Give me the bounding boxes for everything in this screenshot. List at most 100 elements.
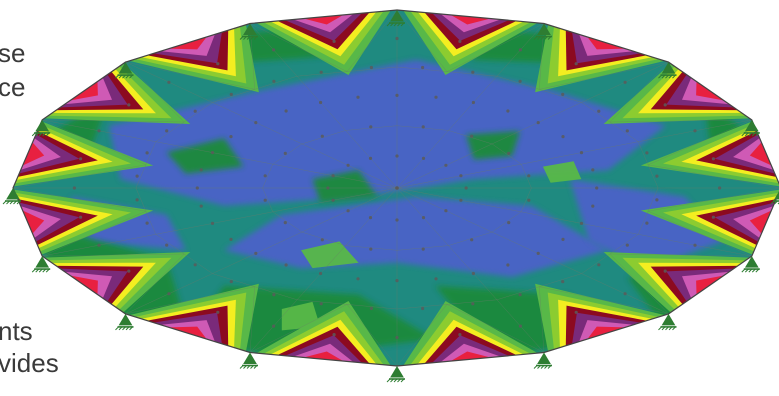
- mesh-line: [396, 304, 448, 366]
- contour-region-green: [166, 138, 244, 174]
- support-hatch: [770, 200, 775, 205]
- mesh-node: [625, 129, 629, 133]
- mesh-node: [254, 121, 258, 125]
- support-hatch: [400, 22, 405, 27]
- support-hatch: [533, 365, 538, 369]
- mesh-node: [319, 302, 323, 306]
- mesh-line: [396, 187, 669, 315]
- support-hatch: [658, 74, 662, 79]
- mesh-line: [346, 10, 398, 72]
- mesh-node: [459, 198, 463, 202]
- support-hatch: [744, 268, 749, 273]
- support-hatch: [741, 268, 746, 273]
- mesh-node: [421, 156, 426, 160]
- contour-region-light-green: [542, 161, 582, 183]
- support-icon: [115, 62, 134, 79]
- support-hatch: [253, 365, 258, 369]
- mesh-node: [434, 95, 438, 99]
- mesh-node: [693, 243, 697, 247]
- mesh-node: [165, 243, 169, 247]
- mesh-node: [319, 271, 323, 276]
- mesh-nodes: [72, 36, 722, 340]
- mesh-line: [125, 61, 255, 90]
- support-hatch: [239, 36, 244, 40]
- support-hatch: [38, 132, 43, 137]
- mesh-node: [167, 292, 171, 296]
- support-hatch: [537, 36, 541, 40]
- mesh-node: [331, 198, 335, 202]
- mesh-line: [13, 164, 146, 189]
- support-hatch: [386, 378, 391, 383]
- support-hatch: [386, 22, 391, 27]
- mesh-node: [718, 186, 722, 190]
- support-icon: [386, 366, 405, 383]
- mesh-node: [458, 333, 462, 337]
- mesh-node: [464, 186, 468, 190]
- support-hatch: [122, 326, 126, 331]
- mesh-node: [561, 237, 565, 241]
- support-hatch: [42, 268, 47, 273]
- support-hatch: [243, 36, 247, 40]
- mesh-line: [249, 304, 348, 353]
- mesh-node: [319, 70, 323, 74]
- mesh-node: [283, 221, 287, 225]
- mesh-node: [421, 247, 425, 251]
- support-icon: [239, 23, 258, 40]
- mesh-line: [609, 253, 669, 315]
- mesh-node: [663, 103, 667, 107]
- mesh-node: [127, 269, 131, 273]
- mesh-node: [471, 70, 475, 74]
- mesh-node: [272, 324, 276, 328]
- mesh-node: [597, 263, 601, 267]
- mesh-node: [395, 335, 399, 340]
- mesh-node: [369, 247, 373, 251]
- support-hatch: [744, 132, 749, 137]
- mesh-node: [216, 310, 220, 314]
- mesh-node: [272, 48, 276, 52]
- support-hatch: [250, 36, 254, 40]
- mesh-line: [648, 164, 779, 189]
- mesh-node: [254, 251, 258, 255]
- mesh-node: [167, 80, 171, 84]
- support-hatch: [751, 132, 756, 137]
- mesh-node: [645, 151, 649, 155]
- support-triangle: [118, 313, 133, 326]
- mesh-node: [284, 263, 288, 267]
- mesh-node: [625, 243, 629, 247]
- mesh-line: [125, 286, 255, 315]
- mesh-node: [165, 129, 169, 133]
- support-hatch: [125, 74, 130, 79]
- support-hatch: [741, 132, 746, 137]
- mesh-node: [356, 277, 360, 281]
- support-hatch: [246, 36, 251, 40]
- mesh-line: [249, 286, 255, 353]
- contour-region-blue: [109, 59, 666, 206]
- support-hatch: [658, 326, 662, 331]
- mesh-node: [574, 62, 578, 66]
- support-hatch: [239, 365, 244, 369]
- mesh-node: [272, 79, 276, 83]
- mesh-node: [471, 302, 475, 306]
- contour-region-light-green: [301, 241, 359, 269]
- mesh-node: [421, 306, 425, 311]
- mesh-ring: [135, 66, 659, 310]
- mesh-node: [459, 174, 463, 178]
- support-hatch: [668, 326, 673, 331]
- mesh-line: [648, 210, 752, 257]
- support-hatch: [537, 365, 541, 369]
- support-hatch: [6, 200, 10, 205]
- support-hatch: [115, 326, 119, 331]
- mesh-node: [79, 215, 83, 219]
- mesh-line: [446, 23, 545, 72]
- support-hatch: [544, 36, 548, 40]
- mesh-line: [539, 61, 669, 90]
- mesh-node: [444, 163, 448, 167]
- mesh-node: [561, 135, 565, 139]
- mesh-node: [216, 62, 220, 66]
- mesh-node: [135, 198, 139, 202]
- mesh-line: [446, 304, 545, 353]
- support-hatch: [751, 268, 756, 273]
- support-triangle: [6, 188, 20, 200]
- mesh-node: [395, 186, 399, 190]
- mesh-line: [42, 119, 146, 166]
